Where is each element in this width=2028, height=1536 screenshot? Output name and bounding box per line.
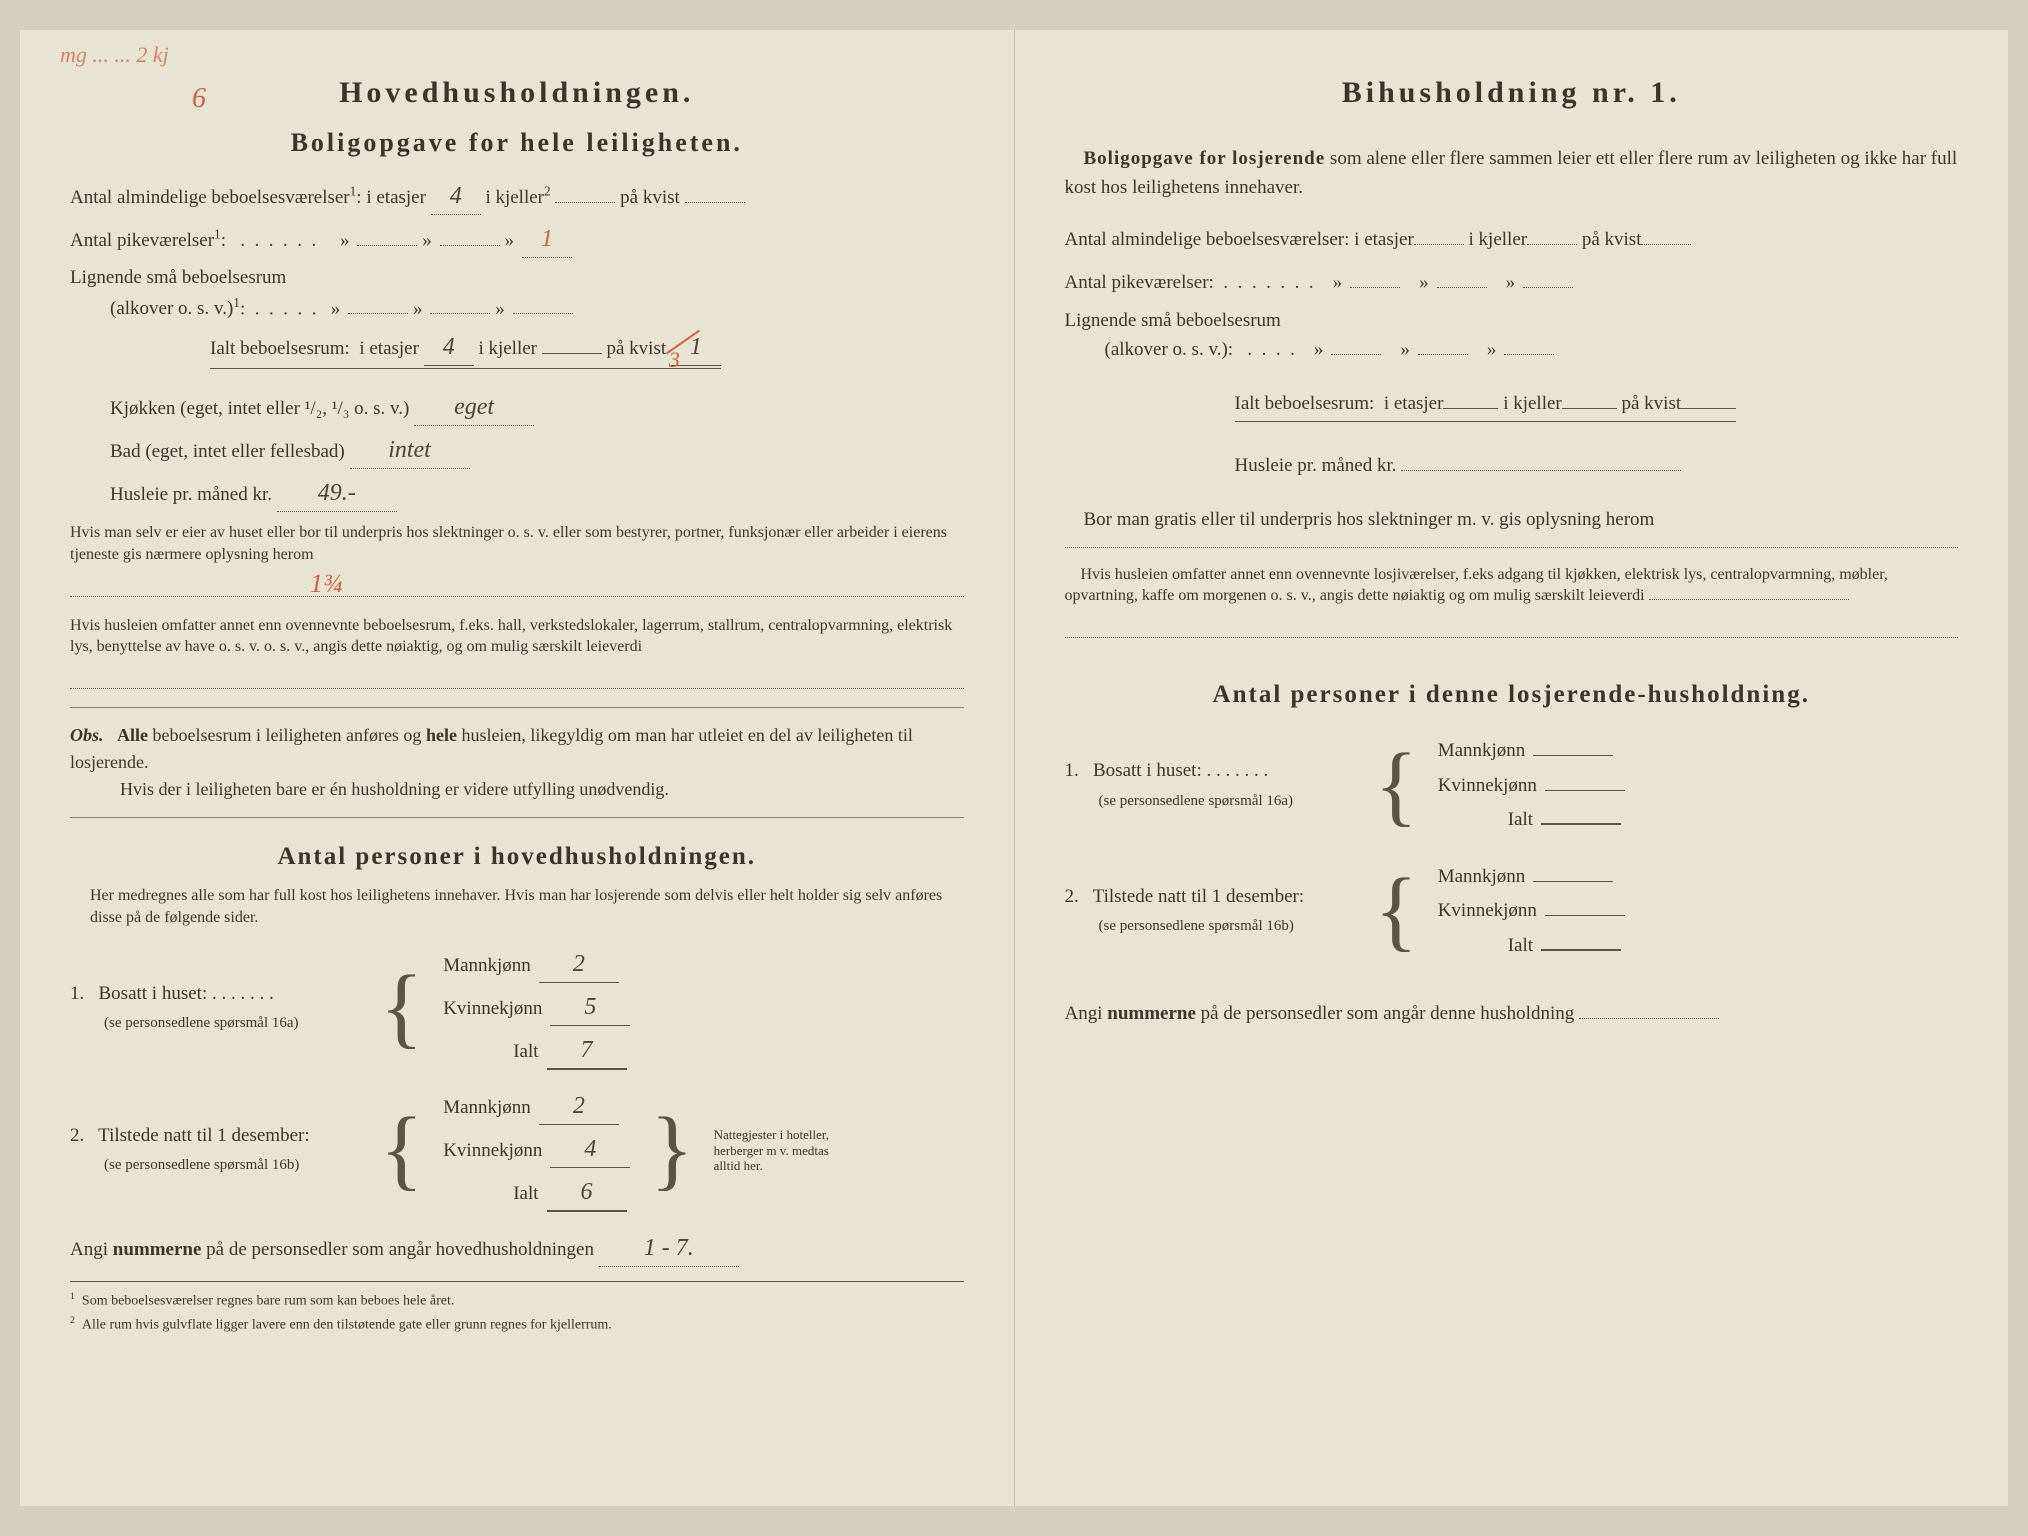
bad-value: intet [350, 432, 470, 469]
left-page: mg ... ... 2 kj 6 Hovedhusholdningen. Bo… [20, 30, 1015, 1506]
right-title: Bihusholdning nr. 1. [1065, 70, 1959, 115]
angi-line: Angi nummerne på de personsedler som ang… [70, 1230, 964, 1267]
brace-icon: { [1375, 750, 1418, 822]
q1-mann: 2 [539, 946, 619, 983]
persons-title: Antal personer i hovedhusholdningen. [70, 838, 964, 876]
r-husleie-line: Husleie pr. måned kr. [1065, 452, 1959, 481]
r-q1-block: 1. Bosatt i huset: . . . . . . . (se per… [1065, 737, 1959, 835]
etasjer-value: 4 [431, 178, 481, 215]
r-note1: Bor man gratis eller til underpris hos s… [1065, 506, 1959, 548]
q2-ialt: 6 [547, 1174, 627, 1212]
brace-icon: { [380, 972, 423, 1044]
husleie-value: 49.- [277, 475, 397, 512]
right-intro: Boligopgave for losjerende som alene ell… [1065, 145, 1959, 202]
rooms-line: Antal almindelige beboelsesværelser1: i … [70, 178, 964, 215]
r-alkover-line: Lignende små beboelsesrum (alkover o. s.… [1065, 307, 1959, 364]
pike-line: Antal pikeværelser1: . . . . . . » » »1 [70, 221, 964, 258]
side-note: Nattegjester i hoteller, herberger m v. … [714, 1127, 844, 1174]
brace-icon: { [380, 1114, 423, 1186]
q1-block: 1. Bosatt i huset: . . . . . . . (se per… [70, 946, 964, 1070]
kvist-value [685, 202, 745, 203]
q2-mann: 2 [539, 1088, 619, 1125]
q2-kvinne: 4 [550, 1131, 630, 1168]
persons-intro: Her medregnes alle som har full kost hos… [70, 885, 964, 928]
kjokken-line: Kjøkken (eget, intet eller ¹/₂, ¹/₃ o. s… [70, 389, 964, 426]
note-owner: Hvis man selv er eier av huset eller bor… [70, 522, 964, 565]
kjokken-value: eget [414, 389, 534, 426]
top-handwriting: mg ... ... 2 kj [60, 38, 169, 71]
r-persons-title: Antal personer i denne losjerende-hushol… [1065, 676, 1959, 714]
r-ialt-line: Ialt beboelsesrum: i etasjer i kjeller p… [1065, 390, 1959, 422]
red-margin-number: 6 [192, 78, 206, 120]
q1-ialt: 7 [547, 1032, 627, 1070]
r-q2-block: 2. Tilstede natt til 1 desember: (se per… [1065, 863, 1959, 961]
r-pike-line: Antal pikeværelser: . . . . . . . » » » [1065, 269, 1959, 298]
q2-block: 2. Tilstede natt til 1 desember: (se per… [70, 1088, 964, 1212]
r-note2: Hvis husleien omfatter annet enn ovennev… [1065, 564, 1959, 607]
brace-icon: { [1375, 875, 1418, 947]
red-mid-annotation: 1¾ [310, 564, 343, 603]
husleie-line: Husleie pr. måned kr. 49.- [70, 475, 964, 512]
ialt-kvist: 1 3 [671, 329, 721, 366]
subtitle: Boligopgave for hele leiligheten. [70, 123, 964, 162]
footnotes: 1 Som beboelsesværelser regnes bare rum … [70, 1281, 964, 1335]
ialt-rooms-line: Ialt beboelsesrum: i etasjer 4 i kjeller… [70, 329, 964, 369]
right-page: Bihusholdning nr. 1. Boligopgave for los… [1015, 30, 2009, 1506]
pike-kvist-value: 1 [522, 221, 572, 258]
brace-icon: } [650, 1114, 693, 1186]
q1-kvinne: 5 [550, 989, 630, 1026]
r-angi-line: Angi nummerne på de personsedler som ang… [1065, 1000, 1959, 1029]
bad-line: Bad (eget, intet eller fellesbad) intet [70, 432, 964, 469]
obs-block: Obs. Alle beboelsesrum i leiligheten anf… [70, 722, 964, 803]
angi-value: 1 - 7. [599, 1230, 739, 1267]
r-rooms-line: Antal almindelige beboelsesværelser: i e… [1065, 226, 1959, 255]
ialt-etasjer: 4 [424, 329, 474, 366]
kjeller-value [555, 202, 615, 203]
alkover-line: Lignende små beboelsesrum (alkover o. s.… [70, 264, 964, 323]
note-husleie: Hvis husleien omfatter annet enn ovennev… [70, 615, 964, 658]
